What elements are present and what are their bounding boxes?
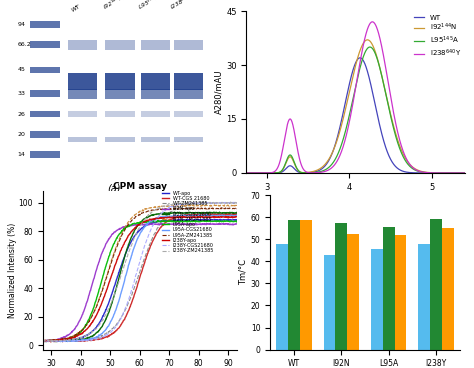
WT (357, 56, 363, 60)
Line: WT: WT (246, 58, 465, 173)
Legend: WT, I92$^{144}$N, L95$^{145}$A, I238$^{640}$Y: WT, I92$^{144}$N, L95$^{145}$A, I238$^{6… (414, 14, 461, 59)
FancyBboxPatch shape (68, 112, 97, 117)
I238$^{640}$Y (462, 171, 467, 175)
Bar (442, 228, 454, 350)
WT (462, 171, 467, 175)
Bar (300, 220, 311, 350)
I238$^{640}$Y (369, 20, 375, 24)
FancyBboxPatch shape (68, 39, 97, 50)
Bar (383, 227, 394, 350)
WT (383, 145, 389, 149)
Text: 45: 45 (18, 67, 26, 72)
WT (257, 171, 263, 175)
L95$^{145}$A (367, 45, 373, 49)
L95$^{145}$A (244, 171, 249, 175)
FancyBboxPatch shape (174, 137, 203, 142)
I238$^{640}$Y (257, 171, 263, 175)
FancyBboxPatch shape (174, 39, 203, 50)
I238$^{640}$Y (383, 66, 389, 70)
FancyBboxPatch shape (68, 89, 97, 99)
FancyBboxPatch shape (141, 112, 170, 117)
FancyBboxPatch shape (141, 137, 170, 142)
FancyBboxPatch shape (68, 73, 97, 90)
FancyBboxPatch shape (141, 89, 170, 99)
Bar (323, 255, 335, 350)
I238$^{640}$Y (432, 171, 438, 175)
Text: 94: 94 (18, 22, 26, 27)
FancyBboxPatch shape (105, 89, 135, 99)
Text: I238$^{640}$Y: I238$^{640}$Y (169, 0, 197, 13)
FancyBboxPatch shape (174, 89, 203, 99)
I238$^{640}$Y (376, 33, 382, 38)
I92$^{144}$N (244, 171, 249, 175)
FancyBboxPatch shape (30, 67, 60, 73)
Text: L95$^{145}$A: L95$^{145}$A (137, 0, 162, 13)
L95$^{145}$A (257, 171, 263, 175)
FancyBboxPatch shape (30, 111, 60, 117)
FancyBboxPatch shape (141, 39, 170, 50)
Bar (394, 235, 406, 350)
FancyBboxPatch shape (30, 90, 60, 97)
FancyBboxPatch shape (30, 41, 60, 48)
I92$^{144}$N (462, 171, 467, 175)
Bar (371, 249, 383, 350)
FancyBboxPatch shape (30, 131, 60, 138)
Y-axis label: A280/mAU: A280/mAU (214, 70, 223, 114)
I92$^{144}$N (371, 45, 376, 49)
FancyBboxPatch shape (30, 21, 60, 28)
L95$^{145}$A (371, 47, 376, 52)
Legend: WT-apo, WT-CGS 21680, WT-ZM241385, I92N-apo, I92N-CGS21680, I92N-ZM241385, L95A-: WT-apo, WT-CGS 21680, WT-ZM241385, I92N-… (162, 191, 214, 253)
I92$^{144}$N (409, 164, 415, 169)
FancyBboxPatch shape (105, 137, 135, 142)
Bar (288, 220, 300, 350)
L95$^{145}$A (376, 63, 382, 67)
Text: 20: 20 (18, 132, 26, 137)
WT (244, 171, 249, 175)
I238$^{640}$Y (244, 171, 249, 175)
Text: 66.2: 66.2 (18, 42, 32, 47)
Line: L95$^{145}$A: L95$^{145}$A (246, 47, 465, 173)
I92$^{144}$N (383, 91, 389, 95)
Bar (430, 219, 442, 350)
FancyBboxPatch shape (105, 112, 135, 117)
L95$^{145}$A (409, 166, 415, 170)
Text: WT: WT (71, 3, 82, 13)
WT (376, 121, 382, 125)
Line: I238$^{640}$Y: I238$^{640}$Y (246, 22, 465, 173)
I238$^{640}$Y (409, 165, 415, 169)
I92$^{144}$N (257, 171, 263, 175)
L95$^{145}$A (432, 171, 438, 175)
Text: 14: 14 (18, 152, 26, 157)
Text: (b): (b) (348, 194, 363, 204)
L95$^{145}$A (383, 91, 389, 96)
Line: I92$^{144}$N: I92$^{144}$N (246, 40, 465, 173)
FancyBboxPatch shape (30, 151, 60, 158)
Y-axis label: Normalized Intensity (%): Normalized Intensity (%) (8, 223, 17, 318)
WT (409, 170, 415, 175)
Text: (a): (a) (107, 183, 120, 194)
FancyBboxPatch shape (174, 112, 203, 117)
FancyBboxPatch shape (174, 73, 203, 90)
I92$^{144}$N (376, 63, 382, 67)
FancyBboxPatch shape (105, 39, 135, 50)
FancyBboxPatch shape (68, 137, 97, 142)
WT (371, 94, 376, 99)
Text: 33: 33 (18, 91, 26, 96)
Bar (347, 234, 359, 350)
I92$^{144}$N (365, 38, 370, 42)
Y-axis label: Tm/°C: Tm/°C (239, 259, 248, 285)
Title: CPM assay: CPM assay (113, 181, 167, 191)
FancyBboxPatch shape (141, 73, 170, 90)
Bar (418, 244, 430, 350)
Bar (335, 223, 347, 350)
FancyBboxPatch shape (105, 73, 135, 90)
Bar (276, 244, 288, 350)
I92$^{144}$N (432, 171, 438, 175)
Text: 26: 26 (18, 112, 26, 117)
Text: I92$^{144}$N: I92$^{144}$N (101, 0, 126, 13)
I238$^{640}$Y (371, 20, 376, 24)
L95$^{145}$A (462, 171, 467, 175)
WT (432, 171, 438, 175)
